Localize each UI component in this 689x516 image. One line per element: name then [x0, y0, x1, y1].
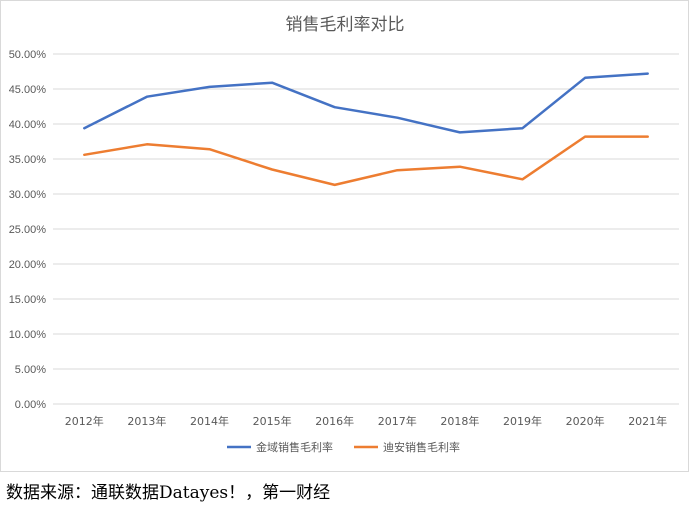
y-tick-label: 20.00%	[9, 259, 47, 271]
series-line-0	[83, 72, 649, 134]
series-line-1	[83, 135, 649, 187]
x-axis-ticks: 2012年 2013年 2014年 2015年 2016年 2017年 2018年 2019年…	[65, 414, 667, 428]
legend: 金域销售毛利率 迪安销售毛利率	[227, 440, 460, 454]
x-tick-label: 2016年	[315, 414, 354, 428]
y-tick-label: 50.00%	[9, 49, 47, 61]
chart-area: 销售毛利率对比 0.00% 5.00% 10.00% 15.00% 20.00% 25.0…	[0, 0, 689, 472]
x-tick-label: 2012年	[65, 414, 104, 428]
x-tick-label: 2015年	[253, 414, 292, 428]
x-tick-label: 2014年	[190, 414, 229, 428]
x-tick-label: 2017年	[378, 414, 417, 428]
x-tick-label: 2021年	[628, 414, 667, 428]
source-note: 数据来源：通联数据Datayes！，第一财经	[6, 483, 331, 503]
y-tick-label: 15.00%	[9, 294, 47, 306]
x-tick-label: 2013年	[127, 414, 166, 428]
x-tick-label: 2018年	[440, 414, 479, 428]
x-tick-label: 2020年	[566, 414, 605, 428]
y-tick-label: 35.00%	[9, 154, 47, 166]
y-tick-label: 40.00%	[9, 119, 47, 131]
y-tick-label: 45.00%	[9, 84, 47, 96]
y-tick-label: 10.00%	[9, 329, 47, 341]
legend-label: 金域销售毛利率	[256, 440, 333, 454]
y-tick-label: 25.00%	[9, 224, 47, 236]
gridlines	[53, 53, 679, 405]
legend-label: 迪安销售毛利率	[383, 440, 460, 454]
y-tick-label: 0.00%	[15, 399, 46, 411]
series-lines	[83, 72, 649, 187]
chart-title: 销售毛利率对比	[286, 15, 405, 35]
y-axis-ticks: 0.00% 5.00% 10.00% 15.00% 20.00% 25.00% 30.00%…	[9, 49, 47, 411]
y-tick-label: 5.00%	[15, 364, 46, 376]
y-tick-label: 30.00%	[9, 189, 47, 201]
x-tick-label: 2019年	[503, 414, 542, 428]
line-chart: 销售毛利率对比 0.00% 5.00% 10.00% 15.00% 20.00% 25.0…	[9, 15, 679, 454]
